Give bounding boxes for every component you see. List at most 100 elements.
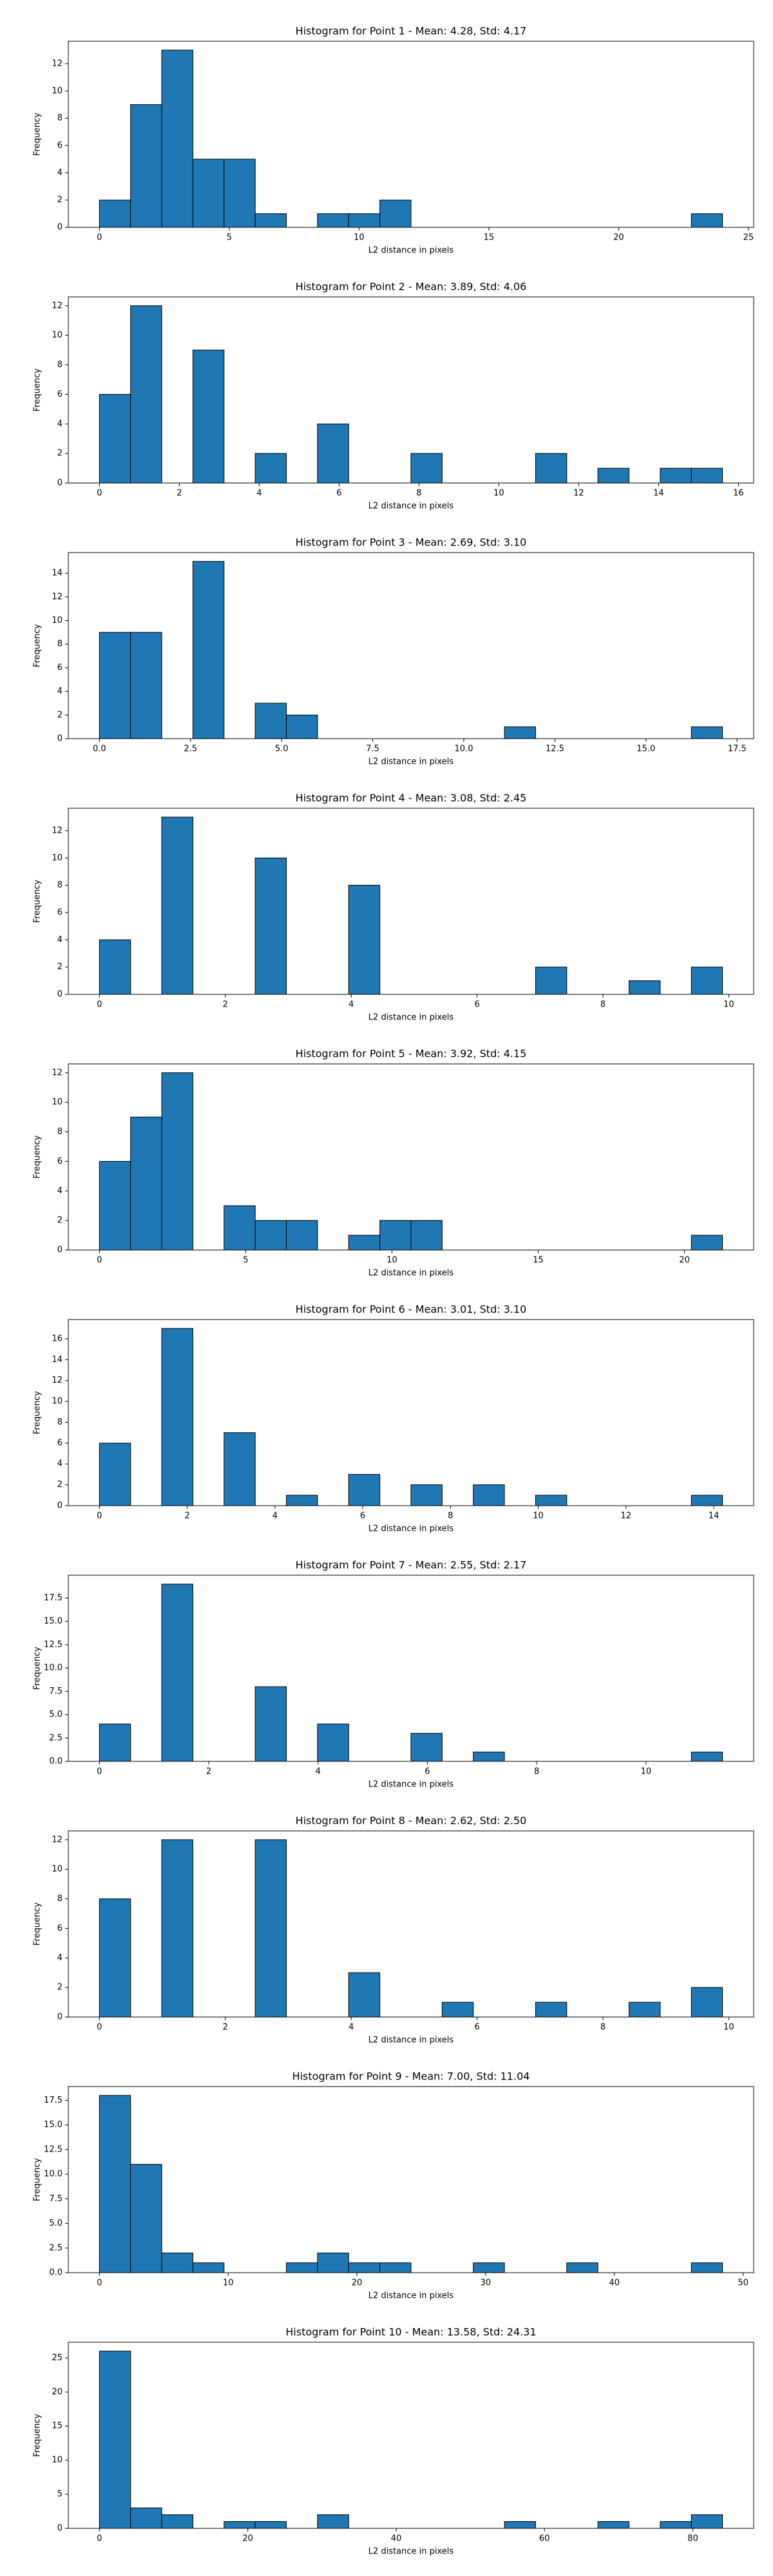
- axes-frame: [68, 1575, 754, 1762]
- y-tick-label: 12: [52, 592, 62, 601]
- y-tick-label: 8: [57, 1417, 62, 1427]
- y-axis-label: Frequency: [33, 1135, 43, 1179]
- bar: [410, 1733, 443, 1762]
- y-tick-label: 4: [57, 1186, 62, 1196]
- x-tick-label: 6: [360, 1511, 365, 1521]
- x-tick-label: 6: [474, 1000, 479, 1010]
- x-tick-label: 14: [709, 1511, 720, 1521]
- bar: [504, 726, 536, 739]
- x-tick-label: 4: [348, 1000, 354, 1010]
- bar: [691, 2262, 723, 2273]
- bar: [348, 1972, 381, 2018]
- y-tick-label: 2: [57, 1216, 62, 1226]
- bar: [535, 2002, 568, 2018]
- y-axis-label: Frequency: [33, 1391, 43, 1434]
- x-tick-label: 4: [316, 1767, 321, 1777]
- x-tick-label: 4: [348, 2023, 354, 2032]
- bar: [504, 2521, 536, 2529]
- bar: [130, 632, 162, 739]
- x-tick-label: 12: [573, 489, 584, 498]
- y-tick-label: 6: [57, 1438, 62, 1448]
- bar: [99, 393, 131, 484]
- bar: [317, 2252, 349, 2273]
- bar: [348, 2262, 381, 2273]
- bar: [410, 1220, 443, 1251]
- y-tick-label: 2: [57, 195, 62, 205]
- y-tick-label: 6: [57, 1157, 62, 1166]
- y-tick-label: 6: [57, 907, 62, 917]
- y-tick-label: 6: [57, 663, 62, 672]
- y-tick-label: 0: [57, 990, 62, 999]
- bar: [130, 305, 162, 484]
- bar: [473, 1484, 505, 1506]
- bar: [597, 2521, 630, 2529]
- y-tick-label: 12.5: [44, 1640, 62, 1649]
- y-tick-label: 2: [57, 710, 62, 720]
- bar: [691, 2514, 723, 2529]
- x-tick-label: 14: [653, 489, 664, 498]
- y-tick-label: 10: [52, 853, 62, 863]
- x-tick-label: 6: [336, 489, 341, 498]
- bar: [192, 350, 225, 484]
- y-tick-label: 6: [57, 140, 62, 150]
- bar: [254, 857, 287, 995]
- bar: [161, 817, 193, 995]
- bar: [224, 1205, 256, 1251]
- bar: [691, 468, 723, 484]
- x-axis-label: L2 distance in pixels: [368, 2036, 454, 2045]
- x-tick-label: 8: [448, 1511, 453, 1521]
- bar: [99, 1160, 131, 1251]
- y-axis-label: Frequency: [33, 1647, 43, 1690]
- y-tick-label: 17.5: [44, 2096, 62, 2105]
- bar: [130, 104, 162, 228]
- x-tick-label: 60: [539, 2534, 550, 2544]
- bar: [224, 158, 256, 228]
- axes-frame: [68, 41, 754, 228]
- bar: [192, 2262, 225, 2273]
- y-tick-label: 15.0: [44, 1616, 62, 1626]
- y-tick-label: 12: [52, 59, 62, 68]
- bar: [130, 1117, 162, 1251]
- bar: [317, 423, 349, 484]
- axes-frame: [68, 1830, 754, 2018]
- x-tick-label: 0: [97, 1767, 102, 1777]
- bar: [99, 200, 131, 228]
- x-tick-label: 20: [242, 2534, 253, 2544]
- x-tick-label: 20: [352, 2278, 363, 2288]
- y-tick-label: 4: [57, 419, 62, 429]
- x-axis-label: L2 distance in pixels: [368, 2547, 454, 2557]
- bar: [535, 1495, 568, 1506]
- x-axis-label: L2 distance in pixels: [368, 246, 454, 256]
- y-axis-label: Frequency: [33, 1902, 43, 1946]
- x-tick-label: 12: [621, 1511, 632, 1521]
- bar: [473, 2262, 505, 2273]
- x-tick-label: 10: [723, 1000, 734, 1010]
- bar: [317, 213, 349, 228]
- bar: [535, 967, 568, 995]
- y-tick-label: 0: [57, 734, 62, 744]
- bar: [379, 1220, 412, 1251]
- y-tick-label: 8: [57, 1894, 62, 1904]
- x-tick-label: 15: [533, 1256, 544, 1265]
- bar: [254, 703, 287, 739]
- y-tick-label: 10: [52, 1097, 62, 1107]
- y-tick-label: 8: [57, 639, 62, 649]
- x-axis-label: L2 distance in pixels: [368, 502, 454, 511]
- x-tick-label: 30: [481, 2278, 491, 2288]
- x-tick-label: 5: [243, 1256, 248, 1265]
- bar: [286, 1495, 318, 1506]
- bar: [660, 468, 692, 484]
- y-tick-label: 8: [57, 113, 62, 123]
- y-tick-label: 7.5: [49, 1687, 62, 1696]
- chart-title: Histogram for Point 10 - Mean: 13.58, St…: [285, 2326, 536, 2338]
- y-tick-label: 2.5: [49, 1733, 62, 1743]
- x-axis-label: L2 distance in pixels: [368, 1524, 454, 1534]
- y-axis-label: Frequency: [33, 2158, 43, 2201]
- x-tick-label: 10: [223, 2278, 234, 2288]
- bar: [379, 2262, 412, 2273]
- y-tick-label: 2: [57, 1983, 62, 1993]
- bar: [99, 939, 131, 995]
- bar: [317, 2514, 349, 2529]
- bar: [224, 2521, 256, 2529]
